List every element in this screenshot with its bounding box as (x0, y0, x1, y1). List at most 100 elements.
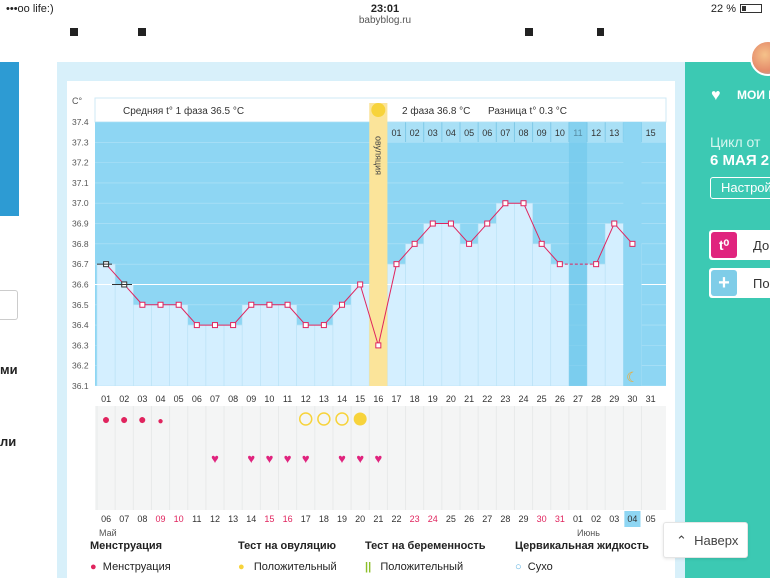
cycle-day-label: 24 (519, 394, 529, 404)
temperature-bar (114, 284, 134, 387)
temperature-point (230, 322, 237, 329)
cycle-day-label: 31 (646, 394, 656, 404)
positive-circle-icon: ● (238, 561, 245, 573)
cycle-day-label: 18 (410, 394, 420, 404)
two-lines-icon: || (365, 561, 372, 573)
cycle-day-label: 13 (319, 394, 329, 404)
temperature-line-segment (359, 284, 379, 346)
temperature-point (393, 261, 400, 268)
plus-icon: + (711, 270, 737, 296)
temperature-line-segment (323, 304, 343, 326)
legend-cervical: Цервикальная жидкость ○ Сухо (515, 540, 649, 573)
blood-drop-icon: ● (158, 416, 164, 427)
left-input[interactable] (0, 290, 18, 320)
calendar-date-label: 02 (591, 514, 601, 524)
negative-test-icon (335, 412, 349, 426)
temperature-line-segment (287, 304, 307, 326)
temperature-bar (96, 263, 116, 387)
temperature-difference-label: Разница t° 0.3 °C (488, 106, 567, 117)
y-tick-label: 37.1 (72, 178, 89, 188)
calendar-date-label: 01 (573, 514, 583, 524)
calendar-date-label: 23 (410, 514, 420, 524)
y-tick-label: 36.4 (72, 320, 89, 330)
left-text-2: ли (0, 434, 17, 449)
temperature-bar (532, 243, 552, 387)
blood-drop-icon: ● (90, 561, 97, 573)
cycle-day-label: 12 (301, 394, 311, 404)
temperature-bar (151, 304, 170, 387)
cycle-day-label: 26 (555, 394, 565, 404)
phase2-day-label: 06 (482, 128, 492, 138)
setup-button[interactable]: Настрой (710, 177, 770, 199)
calendar-date-label: 14 (246, 514, 256, 524)
my-menu-label[interactable]: МОИ Г (737, 88, 770, 102)
cycle-day-label: 15 (355, 394, 365, 404)
temperature-line-segment (414, 223, 434, 245)
calendar-date-label: 06 (101, 514, 111, 524)
temperature-line-segment (468, 223, 488, 245)
temperature-bar (332, 304, 352, 387)
phase2-average-label: 2 фаза 36.8 °C (402, 105, 470, 117)
legend-menstruation: Менструация ● Менструация (90, 540, 171, 573)
address-bar-url[interactable]: babyblog.ru (358, 15, 412, 26)
temperature-point (520, 200, 527, 207)
temperature-line-segment (541, 243, 561, 265)
ovulation-label: овуляция (373, 136, 383, 175)
cycle-day-label: 11 (283, 394, 292, 404)
blank-day-column (568, 122, 588, 386)
temperature-point (139, 301, 146, 308)
cycle-day-label: 17 (391, 394, 401, 404)
temperature-point (611, 220, 618, 227)
legend-pregnancy-test: Тест на беременность || Положительный (365, 540, 486, 573)
phase2-day-label: 04 (446, 128, 456, 138)
calendar-date-label: 19 (337, 514, 347, 524)
calendar-date-label: 13 (228, 514, 238, 524)
cycle-day-label: 03 (137, 394, 147, 404)
temperature-bar (314, 324, 334, 387)
add-other-button[interactable]: + По (709, 268, 770, 298)
temperature-bar (514, 202, 533, 387)
calendar-date-label: 08 (137, 514, 147, 524)
temperature-bar (350, 284, 370, 387)
phase2-day-label: 02 (410, 128, 420, 138)
temperature-point (175, 301, 182, 308)
cycle-day-label: 08 (228, 394, 238, 404)
cycle-day-label: 02 (119, 394, 129, 404)
add-temperature-button[interactable]: t⁰ До (709, 230, 770, 260)
temperature-bar (241, 304, 261, 387)
temperature-line-segment (450, 223, 470, 245)
y-tick-label: 37.4 (72, 117, 89, 127)
calendar-date-label: 03 (609, 514, 619, 524)
temperature-point (411, 240, 418, 247)
temperature-point (266, 301, 273, 308)
calendar-date-label: 26 (464, 514, 474, 524)
temperature-bar (296, 324, 316, 387)
cycle-day-label: 30 (627, 394, 637, 404)
heart-icon: ♥ (266, 451, 274, 466)
temperature-bar (260, 304, 279, 387)
temperature-bar (423, 223, 443, 387)
y-tick-label: 37.2 (72, 158, 89, 168)
heading-fragment (70, 28, 78, 36)
day-row (95, 386, 666, 406)
back-to-top-button[interactable]: ⌃ Наверх (663, 522, 748, 558)
calendar-date-label: 25 (446, 514, 456, 524)
cycle-day-label: 23 (500, 394, 510, 404)
temperature-line-segment (232, 304, 252, 326)
temperature-line-segment (523, 203, 543, 245)
today-date-label: 04 (627, 514, 637, 524)
temperature-bar (586, 263, 606, 387)
temperature-point (248, 301, 255, 308)
cycle-day-label: 14 (337, 394, 347, 404)
temperature-bar (477, 223, 497, 387)
blood-drop-icon: ● (102, 411, 110, 427)
heading-fragment (597, 28, 604, 36)
y-tick-label: 36.5 (72, 300, 89, 310)
status-bar: •••oo life:) 23:01 babyblog.ru 22 % (0, 0, 770, 28)
heart-icon: ♥ (302, 451, 310, 466)
negative-test-icon (317, 412, 331, 426)
cycle-day-label: 09 (246, 394, 256, 404)
cycle-label: Цикл от (710, 134, 761, 150)
temperature-line-segment (105, 263, 125, 285)
cycle-day-label: 25 (537, 394, 547, 404)
